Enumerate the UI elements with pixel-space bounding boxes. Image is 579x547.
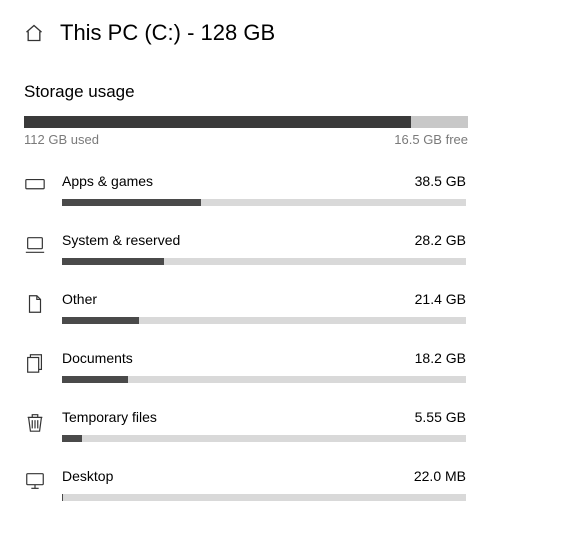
temp-icon: [24, 411, 46, 433]
used-label: 112 GB used: [24, 132, 99, 147]
category-size: 22.0 MB: [414, 468, 466, 484]
category-item[interactable]: Apps & games 38.5 GB: [24, 173, 555, 206]
category-body: Documents 18.2 GB: [62, 350, 555, 383]
category-bar-fill: [62, 258, 164, 265]
page-title: This PC (C:) - 128 GB: [60, 20, 275, 46]
category-label: Desktop: [62, 468, 113, 484]
category-item[interactable]: Other 21.4 GB: [24, 291, 555, 324]
other-icon: [24, 293, 46, 315]
category-bar: [62, 376, 466, 383]
overall-usage-bar: [24, 116, 468, 128]
category-label: Apps & games: [62, 173, 153, 189]
overall-usage-fill: [24, 116, 411, 128]
page-header: This PC (C:) - 128 GB: [24, 20, 555, 46]
category-body: System & reserved 28.2 GB: [62, 232, 555, 265]
category-bar: [62, 494, 466, 501]
category-bar: [62, 435, 466, 442]
free-label: 16.5 GB free: [394, 132, 468, 147]
category-list: Apps & games 38.5 GB System & reserved 28.2…: [24, 173, 555, 501]
category-bar-fill: [62, 376, 128, 383]
category-body: Other 21.4 GB: [62, 291, 555, 324]
category-size: 28.2 GB: [415, 232, 466, 248]
category-item[interactable]: Desktop 22.0 MB: [24, 468, 555, 501]
section-title: Storage usage: [24, 82, 555, 102]
category-body: Apps & games 38.5 GB: [62, 173, 555, 206]
category-bar: [62, 199, 466, 206]
category-bar-fill: [62, 317, 139, 324]
category-label: Temporary files: [62, 409, 157, 425]
category-size: 18.2 GB: [415, 350, 466, 366]
system-icon: [24, 234, 46, 256]
category-size: 38.5 GB: [415, 173, 466, 189]
category-body: Temporary files 5.55 GB: [62, 409, 555, 442]
category-label: Documents: [62, 350, 133, 366]
home-icon[interactable]: [24, 23, 44, 43]
apps-icon: [24, 175, 46, 197]
overall-usage-labels: 112 GB used 16.5 GB free: [24, 132, 468, 147]
category-bar: [62, 258, 466, 265]
category-label: Other: [62, 291, 97, 307]
documents-icon: [24, 352, 46, 374]
category-bar-fill: [62, 435, 82, 442]
desktop-icon: [24, 470, 46, 492]
category-label: System & reserved: [62, 232, 180, 248]
category-item[interactable]: System & reserved 28.2 GB: [24, 232, 555, 265]
category-body: Desktop 22.0 MB: [62, 468, 555, 501]
category-item[interactable]: Temporary files 5.55 GB: [24, 409, 555, 442]
category-bar-fill: [62, 199, 201, 206]
category-size: 5.55 GB: [415, 409, 466, 425]
category-item[interactable]: Documents 18.2 GB: [24, 350, 555, 383]
category-bar: [62, 317, 466, 324]
category-size: 21.4 GB: [415, 291, 466, 307]
category-bar-fill: [62, 494, 63, 501]
